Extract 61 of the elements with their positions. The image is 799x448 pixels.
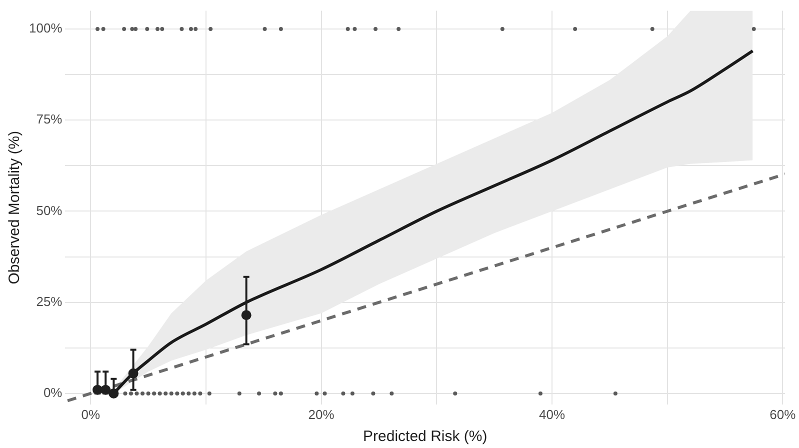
point [198, 391, 202, 396]
point [175, 391, 180, 396]
point [273, 391, 278, 396]
point [164, 391, 168, 396]
point [752, 27, 756, 32]
point [346, 27, 350, 32]
point [207, 391, 212, 396]
point [352, 27, 357, 32]
point [350, 391, 354, 396]
point [314, 391, 319, 396]
point [390, 391, 394, 396]
point [341, 391, 346, 396]
point [192, 391, 196, 396]
point [278, 391, 283, 396]
point [186, 391, 191, 396]
point [156, 27, 160, 32]
point [650, 27, 654, 32]
x-tick-label: 40% [538, 406, 566, 422]
point [158, 391, 162, 396]
point [194, 27, 198, 32]
point [128, 391, 133, 396]
point [180, 391, 185, 396]
point [169, 391, 174, 396]
y-tick-label: 25% [36, 294, 63, 309]
point [237, 391, 242, 396]
point [453, 391, 458, 396]
point [123, 391, 128, 396]
point [613, 391, 618, 396]
x-axis-title: Predicted Risk (%) [363, 428, 488, 446]
point [538, 391, 542, 396]
point [101, 27, 106, 32]
point [573, 27, 578, 32]
point [180, 27, 184, 32]
point [396, 27, 401, 32]
point [130, 27, 134, 32]
point [145, 27, 150, 32]
x-tick-label: 60% [770, 406, 796, 422]
point [322, 391, 327, 396]
x-tick-label: 0% [81, 406, 100, 422]
point [140, 391, 145, 396]
point [500, 27, 504, 32]
y-tick-label: 75% [36, 112, 63, 127]
point [160, 27, 164, 32]
y-tick-label: 100% [29, 20, 63, 36]
y-tick-label: 50% [36, 202, 63, 218]
y-tick-label: 0% [43, 385, 63, 400]
point [96, 27, 100, 32]
y-axis-title: Observed Mortality (%) [6, 130, 24, 284]
point [278, 27, 283, 32]
point [152, 391, 156, 396]
point [134, 27, 138, 32]
point [374, 27, 378, 32]
x-tick-label: 20% [308, 406, 335, 422]
point [122, 27, 126, 32]
point [146, 391, 150, 396]
point [134, 391, 139, 396]
point [262, 27, 267, 32]
point [208, 27, 213, 32]
point [371, 391, 376, 396]
point [188, 27, 193, 32]
point [257, 391, 262, 396]
